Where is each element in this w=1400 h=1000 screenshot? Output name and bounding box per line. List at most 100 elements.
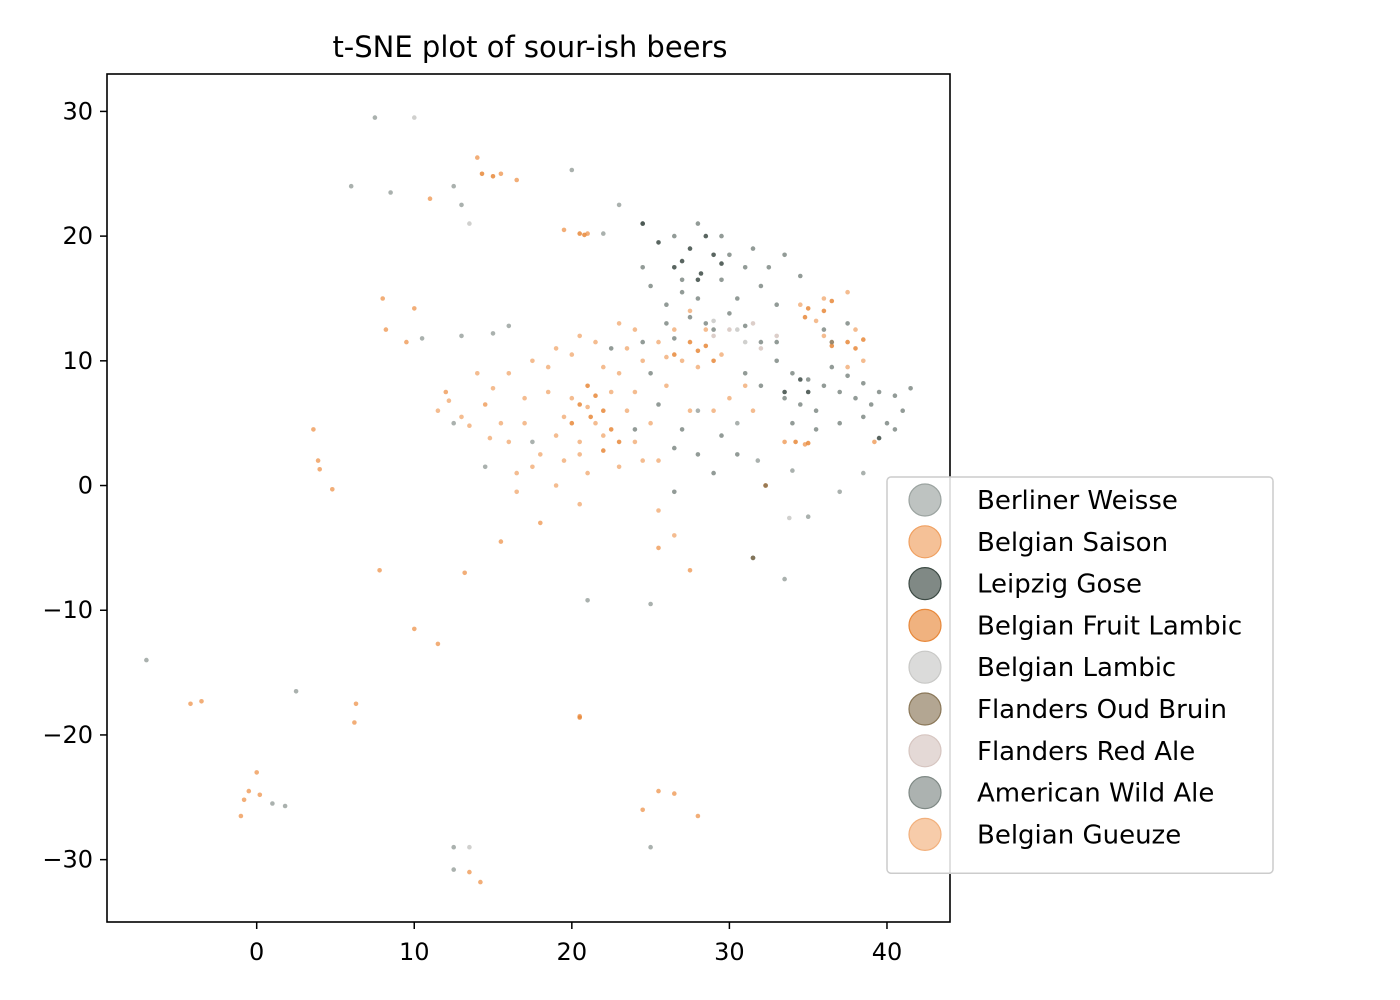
data-point [522, 420, 527, 426]
data-point [435, 641, 441, 647]
data-point [837, 420, 842, 426]
data-point [144, 657, 149, 663]
data-point [711, 318, 716, 324]
data-point [640, 358, 645, 364]
data-point [813, 408, 819, 414]
legend-label: Flanders Red Ale [977, 737, 1195, 767]
data-point [656, 339, 661, 345]
data-point [695, 408, 701, 414]
data-point [798, 302, 803, 308]
data-point [735, 327, 740, 332]
legend-box [886, 476, 1274, 874]
legend-marker [908, 650, 942, 684]
data-point [805, 306, 811, 311]
data-point [656, 458, 661, 463]
data-point [853, 327, 858, 332]
y-tick-label: 30 [62, 97, 93, 125]
data-point [742, 371, 748, 376]
data-point [624, 346, 630, 351]
data-point [805, 514, 811, 519]
x-tick-label: 30 [714, 938, 745, 966]
data-point [353, 701, 359, 707]
data-point [330, 487, 335, 492]
data-point [735, 296, 740, 301]
data-point [821, 296, 827, 301]
data-point [656, 240, 661, 245]
data-point [829, 298, 835, 304]
data-point [703, 321, 709, 326]
data-point [632, 439, 638, 445]
legend-marker [908, 817, 942, 852]
data-point [538, 520, 543, 526]
data-point [514, 470, 519, 476]
legend-label: Belgian Lambic [977, 653, 1176, 683]
data-point [553, 483, 559, 488]
data-point [506, 323, 512, 329]
data-point [853, 395, 858, 401]
data-point [763, 483, 768, 488]
data-point [758, 383, 764, 389]
data-point [648, 371, 653, 376]
data-point [798, 377, 803, 382]
data-point [582, 232, 587, 238]
data-point [490, 331, 496, 336]
data-point [845, 289, 850, 295]
data-point [876, 435, 882, 441]
data-point [404, 339, 409, 345]
data-point [755, 458, 761, 463]
data-point [506, 371, 512, 376]
data-point [475, 155, 480, 160]
data-point [640, 221, 645, 226]
data-point [498, 539, 504, 544]
data-point [577, 501, 582, 507]
data-point [383, 327, 389, 332]
data-point [561, 227, 567, 233]
data-point [593, 420, 598, 426]
legend-label: Belgian Fruit Lambic [977, 611, 1242, 641]
data-point [845, 364, 850, 370]
data-point [569, 352, 575, 357]
data-point [446, 398, 452, 404]
data-point [672, 533, 677, 538]
data-point [908, 386, 913, 391]
data-point [719, 352, 724, 357]
data-point [861, 470, 866, 476]
data-point [601, 231, 606, 236]
data-point [787, 515, 792, 521]
legend-label: Belgian Saison [977, 528, 1168, 558]
legend-marker [908, 483, 942, 517]
data-point [498, 420, 504, 426]
data-point [412, 115, 417, 120]
data-point [821, 383, 827, 389]
data-point [530, 358, 535, 364]
data-point [459, 202, 464, 208]
data-point [530, 439, 535, 445]
data-point [467, 869, 472, 875]
x-tick-label: 20 [557, 938, 588, 966]
data-point [727, 395, 732, 401]
data-point [719, 233, 724, 239]
y-tick-label: 10 [62, 347, 93, 375]
data-point [490, 386, 496, 391]
data-point [648, 283, 653, 289]
data-point [672, 352, 677, 357]
data-point [585, 383, 590, 389]
data-point [735, 452, 740, 457]
data-point [813, 427, 819, 432]
data-point [538, 452, 543, 457]
data-point [601, 408, 606, 414]
data-point [352, 720, 357, 725]
data-point [648, 844, 653, 850]
plot-frame [106, 73, 951, 923]
data-point [616, 321, 622, 326]
data-point [845, 321, 850, 326]
legend-marker [908, 692, 942, 726]
data-point [861, 414, 866, 420]
data-point [798, 273, 803, 279]
data-point [553, 433, 559, 438]
data-point [672, 265, 677, 270]
data-point [585, 598, 590, 603]
data-point [805, 440, 811, 446]
x-tick-label: 10 [399, 938, 430, 966]
data-point [246, 788, 252, 794]
